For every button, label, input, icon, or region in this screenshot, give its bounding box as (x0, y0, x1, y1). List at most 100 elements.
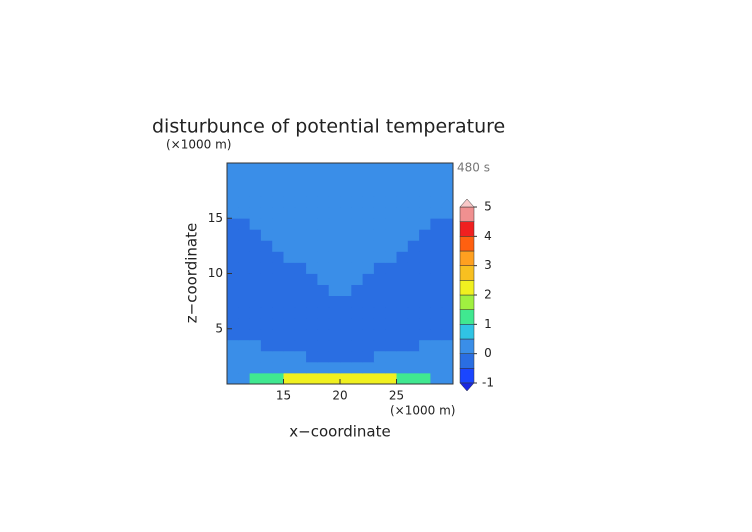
field-cell (385, 262, 397, 274)
field-cell (283, 372, 296, 385)
field-cell (294, 262, 307, 274)
field-cell (351, 196, 363, 208)
field-cell (283, 317, 296, 330)
field-cell (351, 218, 363, 230)
field-cell (340, 361, 352, 374)
field-cell (249, 196, 262, 208)
field-cell (306, 339, 318, 352)
field-cell (283, 207, 296, 219)
field-cell (272, 163, 284, 175)
field-cell (340, 328, 352, 341)
field-cell (351, 163, 363, 175)
field-cell (328, 218, 341, 230)
field-cell (283, 174, 296, 186)
field-cell (419, 240, 431, 252)
field-cell (272, 350, 284, 363)
field-cell (328, 163, 341, 175)
field-cell (328, 350, 341, 363)
field-cell (238, 196, 250, 208)
field-cell (260, 361, 273, 374)
field-cell (294, 372, 307, 385)
field-cell (272, 229, 284, 241)
field-cell (385, 273, 397, 285)
field-cell (306, 306, 318, 319)
field-cell (306, 317, 318, 330)
colorbar-tick-label: 4 (484, 229, 492, 243)
field-cell (283, 295, 296, 308)
field-cell (306, 328, 318, 341)
x-unit: (×1000 m) (390, 404, 455, 418)
field-cell (328, 207, 341, 219)
field-cell (340, 163, 352, 175)
colorbar-segment (459, 206, 475, 222)
field-cell (419, 218, 431, 230)
field-cell (238, 207, 250, 219)
field-cell (238, 251, 250, 263)
field-cell (272, 372, 284, 385)
field-cell (260, 229, 273, 241)
field-cell (294, 207, 307, 219)
field-cell (351, 372, 363, 385)
field-cell (362, 339, 375, 352)
field-cell (227, 185, 239, 197)
field-cell (441, 196, 454, 208)
field-cell (385, 251, 397, 263)
field-cell (328, 273, 341, 285)
field-cell (373, 317, 386, 330)
field-cell (227, 196, 239, 208)
field-cell (227, 207, 239, 219)
field-cell (238, 185, 250, 197)
field-cell (407, 284, 420, 296)
field-cell (430, 196, 443, 208)
field-cell (396, 284, 409, 296)
field-cell (238, 328, 250, 341)
field-cell (351, 273, 363, 285)
colorbar-segment (459, 280, 475, 296)
field-cell (407, 174, 420, 186)
field-cell (260, 240, 273, 252)
field-cell (396, 163, 409, 175)
field-cell (272, 196, 284, 208)
field-cell (396, 361, 409, 374)
field-cell (407, 229, 420, 241)
field-cell (385, 284, 397, 296)
field-cell (238, 229, 250, 241)
x-axis-label: x−coordinate (289, 423, 390, 441)
field-cell (317, 273, 330, 285)
field-cell (283, 218, 296, 230)
field-cell (249, 240, 262, 252)
field-cell (373, 229, 386, 241)
field-cell (385, 218, 397, 230)
field-cell (362, 174, 375, 186)
field-cell (272, 262, 284, 274)
field-cell (385, 163, 397, 175)
field-cell (260, 218, 273, 230)
field-cell (362, 273, 375, 285)
colorbar-tick-label: 2 (484, 288, 492, 302)
field-cell (430, 339, 443, 352)
field-cell (373, 218, 386, 230)
field-cell (373, 372, 386, 385)
field-cell (328, 229, 341, 241)
field-cell (249, 207, 262, 219)
field-cell (294, 196, 307, 208)
chart-title: disturbunce of potential temperature (152, 116, 505, 138)
field-cell (227, 350, 239, 363)
colorbar-over (459, 198, 475, 208)
field-cell (306, 196, 318, 208)
field-cell (430, 218, 443, 230)
field-cell (306, 163, 318, 175)
field-cell (430, 163, 443, 175)
field-cell (238, 361, 250, 374)
field-cell (306, 218, 318, 230)
field-cell (249, 273, 262, 285)
field-cell (407, 306, 420, 319)
field-cell (260, 306, 273, 319)
field-cell (260, 196, 273, 208)
field-cell (317, 207, 330, 219)
field-cell (396, 306, 409, 319)
field-cell (260, 262, 273, 274)
field-cell (227, 251, 239, 263)
field-cell (362, 251, 375, 263)
field-cell (238, 372, 250, 385)
